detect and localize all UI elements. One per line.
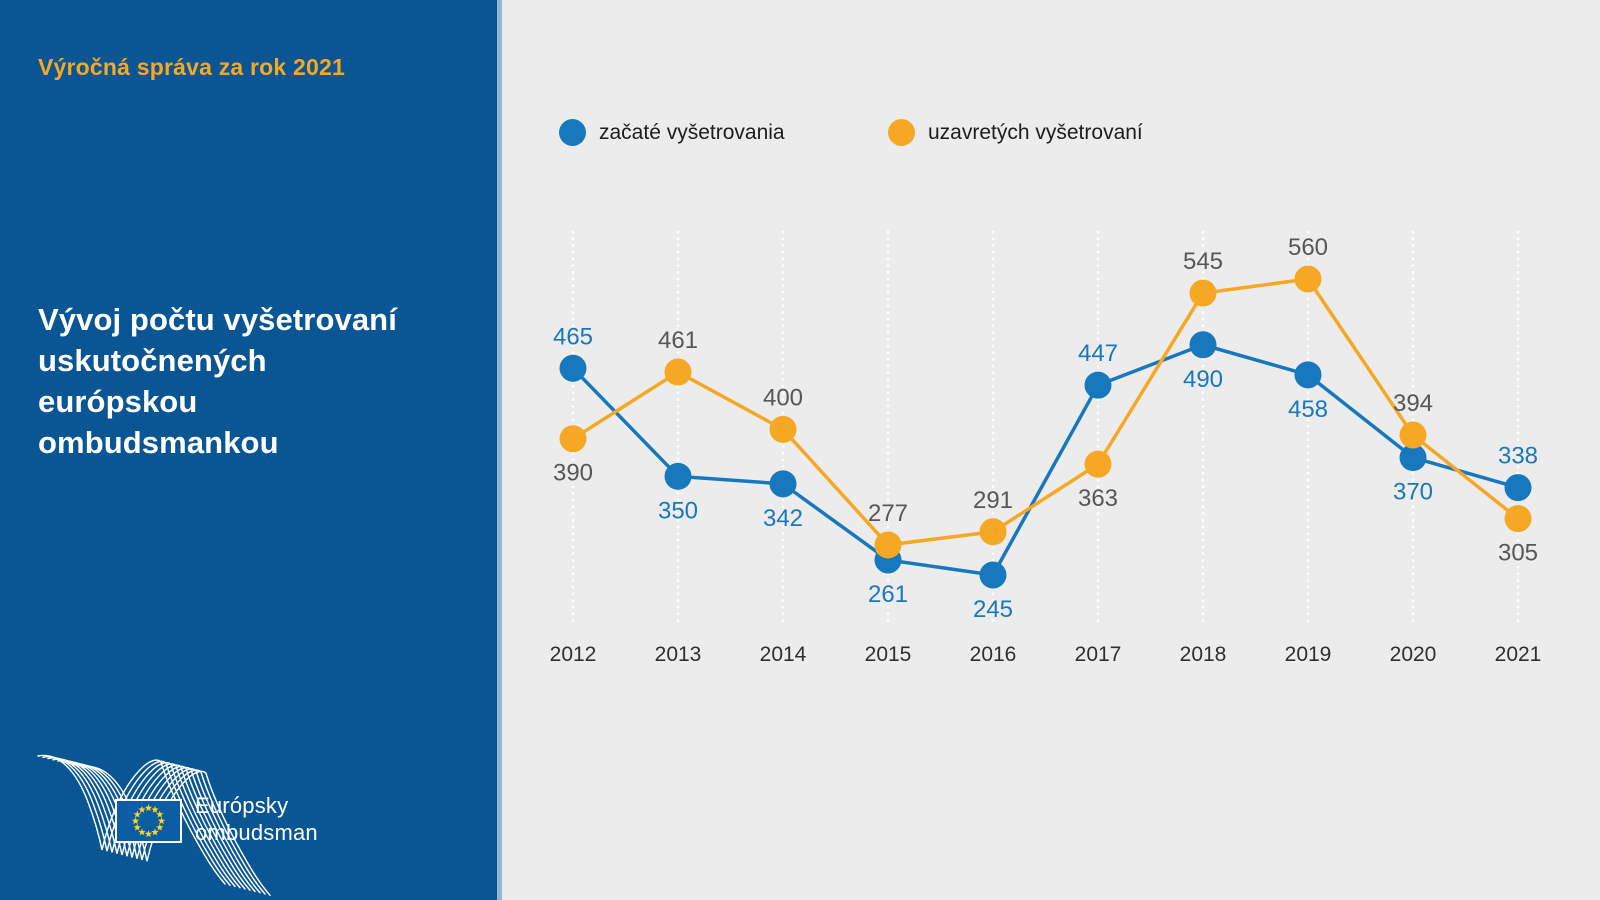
data-point-2015-s1 [874, 531, 902, 559]
eu-flag-stars [131, 804, 166, 838]
data-point-2012-s0 [559, 354, 587, 382]
value-label-2014-s0: 342 [763, 505, 803, 532]
value-label-2020-s1: 394 [1393, 390, 1433, 417]
value-label-2012-s0: 465 [553, 323, 593, 350]
data-point-2021-s1 [1504, 505, 1532, 533]
chart-title-line: Vývoj počtu vyšetrovaní [38, 302, 397, 337]
data-point-2018-s0 [1189, 331, 1217, 359]
value-label-2012-s1: 390 [553, 460, 593, 487]
org-name: Európsky ombudsman [195, 792, 318, 846]
data-point-2017-s1 [1084, 450, 1112, 478]
value-label-2018-s1: 545 [1183, 248, 1223, 275]
eu-star [156, 810, 164, 818]
x-tick-2021: 2021 [1495, 643, 1542, 666]
legend-item-1: uzavretých vyšetrovaní [888, 119, 1143, 146]
data-point-2019-s0 [1294, 361, 1322, 389]
data-point-2016-s1 [979, 518, 1007, 546]
value-label-2017-s0: 447 [1078, 340, 1118, 367]
value-label-2017-s1: 363 [1078, 485, 1118, 512]
x-tick-2017: 2017 [1075, 643, 1122, 666]
eu-star [156, 823, 164, 831]
legend-item-0: začaté vyšetrovania [559, 119, 785, 146]
value-label-2021-s0: 338 [1498, 443, 1538, 470]
eu-star [133, 810, 141, 818]
x-tick-2015: 2015 [865, 643, 912, 666]
series-line-0 [571, 343, 1519, 577]
data-point-2013-s1 [664, 358, 692, 386]
report-title: Výročná správa za rok 2021 [38, 54, 345, 80]
value-label-2014-s1: 400 [763, 384, 803, 411]
value-label-2020-s0: 370 [1393, 479, 1433, 506]
eu-star [133, 823, 141, 831]
line-chart: 2012 2013 2014 2015 2016 2017 2018 2019 2020 2021… [550, 230, 1542, 666]
value-label-2016-s0: 245 [973, 596, 1013, 623]
data-point-2019-s1 [1294, 265, 1322, 293]
data-point-2013-s0 [664, 462, 692, 490]
data-point-2016-s0 [979, 561, 1007, 589]
sidebar: Výročná správa za rok 2021 Vývoj počtu v… [0, 0, 497, 900]
x-tick-2020: 2020 [1390, 643, 1437, 666]
eu-star [151, 828, 159, 836]
bird-stroke [62, 760, 251, 891]
eu-star [151, 805, 159, 813]
eu-star [144, 804, 153, 812]
data-point-2020-s1 [1399, 421, 1427, 449]
data-point-2017-s0 [1084, 371, 1112, 399]
data-point-2014-s1 [769, 415, 797, 443]
bird-stroke [57, 759, 246, 890]
value-label-2013-s1: 461 [658, 327, 698, 354]
value-label-2019-s1: 560 [1288, 234, 1328, 261]
eu-star [144, 830, 153, 838]
value-label-2019-s0: 458 [1288, 396, 1328, 423]
bird-stroke [52, 758, 241, 889]
value-label-2015-s1: 277 [868, 500, 908, 527]
eu-star [138, 828, 146, 836]
data-point-2018-s1 [1189, 279, 1217, 307]
legend-dot-icon [559, 119, 586, 146]
org-name-line1: Európsky [195, 793, 289, 818]
value-label-2021-s1: 305 [1498, 540, 1538, 567]
data-point-2021-s0 [1504, 474, 1532, 502]
data-point-2012-s1 [559, 425, 587, 453]
bird-stroke [42, 755, 231, 886]
x-tick-2012: 2012 [550, 643, 597, 666]
x-tick-2016: 2016 [970, 643, 1017, 666]
chart-title-line: ombudsmankou [38, 425, 279, 460]
x-tick-2018: 2018 [1180, 643, 1227, 666]
bird-stroke [47, 757, 236, 888]
legend-dot-icon [888, 119, 915, 146]
value-label-2016-s1: 291 [973, 487, 1013, 514]
value-label-2018-s0: 490 [1183, 366, 1223, 393]
series-line-1 [572, 277, 1520, 547]
x-tick-2014: 2014 [760, 643, 807, 666]
org-name-line2: ombudsman [195, 820, 318, 845]
eu-star [157, 817, 166, 825]
data-point-2014-s0 [769, 470, 797, 498]
panel-divider [497, 0, 502, 900]
legend-label: uzavretých vyšetrovaní [928, 120, 1143, 144]
x-tick-2019: 2019 [1285, 643, 1332, 666]
chart-title-line: uskutočnených [38, 343, 267, 378]
value-label-2015-s0: 261 [868, 581, 908, 608]
chart-title-line: európskou [38, 384, 198, 419]
eu-star [138, 805, 146, 813]
x-tick-2013: 2013 [655, 643, 702, 666]
chart-panel: začaté vyšetrovania uzavretých vyšetrovan… [502, 0, 1600, 900]
eu-flag [115, 799, 182, 843]
chart-title: Vývoj počtu vyšetrovaní uskutočnených eu… [38, 299, 397, 463]
value-label-2013-s0: 350 [658, 497, 698, 524]
eu-star [131, 817, 140, 825]
data-point-2020-s0 [1399, 444, 1427, 472]
bird-stroke [37, 754, 226, 885]
legend-label: začaté vyšetrovania [599, 120, 785, 144]
